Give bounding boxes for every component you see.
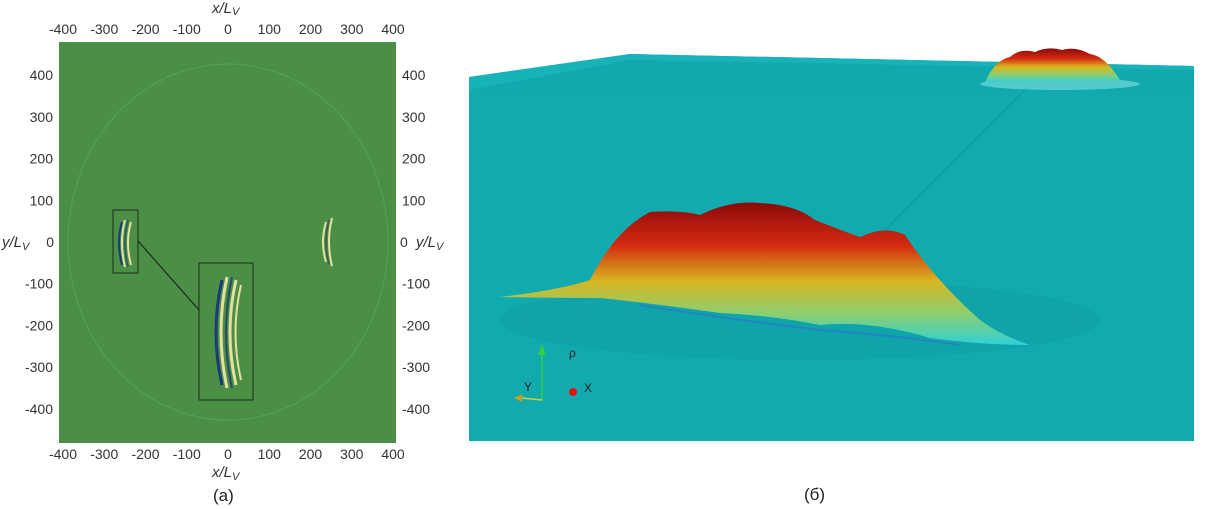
triad-x-dot bbox=[569, 388, 577, 396]
x-tick-label: 400 bbox=[381, 21, 405, 37]
faint-wavefront-ring bbox=[67, 63, 389, 421]
y-tick-label: 300 bbox=[402, 109, 426, 125]
caption-a: (а) bbox=[213, 486, 234, 505]
y-tick-label: 300 bbox=[30, 109, 54, 125]
y-tick-label: -400 bbox=[402, 401, 430, 417]
x-tick-label: -200 bbox=[131, 446, 159, 462]
x-tick-label: 0 bbox=[224, 446, 232, 462]
x-ticks-top: -400 -300 -200 -100 0 100 200 300 400 bbox=[49, 21, 405, 37]
y-ticks-right: 400 300 200 100 0 -100 -200 -300 -400 bbox=[400, 67, 430, 417]
wave-packet-left bbox=[118, 219, 132, 268]
y-ticks-left: 400 300 200 100 0 -100 -200 -300 -400 bbox=[25, 67, 54, 417]
x-tick-label: 100 bbox=[258, 446, 282, 462]
x-tick-label: -300 bbox=[90, 21, 118, 37]
y-tick-label: -400 bbox=[25, 401, 53, 417]
y-tick-label: -300 bbox=[402, 359, 430, 375]
y-tick-label: -100 bbox=[402, 276, 430, 292]
y-tick-label: 100 bbox=[402, 192, 426, 208]
y-tick-label: 0 bbox=[400, 234, 408, 250]
wave-packet-right bbox=[322, 217, 333, 267]
x-tick-label: 400 bbox=[381, 446, 405, 462]
y-tick-label: 200 bbox=[402, 151, 426, 167]
y-tick-label: -300 bbox=[25, 359, 53, 375]
near-hill bbox=[500, 202, 1100, 360]
x-tick-label: 300 bbox=[340, 21, 364, 37]
x-tick-label: -400 bbox=[49, 446, 77, 462]
y-tick-label: 0 bbox=[46, 234, 54, 250]
x-axis-label-bottom: x/LV bbox=[211, 464, 241, 483]
panel-b: ρ Y X (б) bbox=[469, 48, 1194, 504]
triad-rho: ρ bbox=[569, 346, 576, 360]
shadow-line bbox=[859, 84, 1031, 256]
x-tick-label: 300 bbox=[340, 446, 364, 462]
x-tick-label: -400 bbox=[49, 21, 77, 37]
arrow-left-icon bbox=[514, 394, 522, 402]
x-tick-label: -100 bbox=[173, 446, 201, 462]
x-tick-label: -200 bbox=[131, 21, 159, 37]
x-tick-label: 200 bbox=[299, 21, 323, 37]
y-tick-label: 400 bbox=[30, 67, 54, 83]
x-axis-label-top: x/LV bbox=[211, 0, 241, 18]
far-hill bbox=[980, 48, 1140, 90]
y-tick-label: 200 bbox=[30, 151, 54, 167]
y-tick-label: -100 bbox=[25, 276, 53, 292]
x-tick-label: 200 bbox=[299, 446, 323, 462]
y-tick-label: 400 bbox=[402, 67, 426, 83]
wave-packet-zoomed bbox=[214, 276, 242, 389]
arrow-up-icon bbox=[538, 344, 546, 355]
x-tick-label: 0 bbox=[224, 21, 232, 37]
y-axis-label-right: y/LV bbox=[415, 234, 445, 253]
y-axis-label-left: y/LV bbox=[1, 234, 31, 253]
panel-a: -400 -300 -200 -100 0 100 200 300 400 -400 -300 -2… bbox=[1, 0, 445, 505]
y-tick-label: 100 bbox=[30, 192, 54, 208]
zoom-connector bbox=[137, 240, 200, 311]
y-tick-label: -200 bbox=[402, 317, 430, 333]
y-tick-label: -200 bbox=[25, 317, 53, 333]
axes-triad: ρ Y X bbox=[514, 344, 592, 402]
x-tick-label: -300 bbox=[90, 446, 118, 462]
x-tick-label: -100 bbox=[173, 21, 201, 37]
triad-y: Y bbox=[524, 380, 532, 394]
x-tick-label: 100 bbox=[258, 21, 282, 37]
caption-b: (б) bbox=[804, 485, 825, 504]
x-ticks-bottom: -400 -300 -200 -100 0 100 200 300 400 bbox=[49, 446, 405, 462]
triad-x: X bbox=[584, 381, 592, 395]
